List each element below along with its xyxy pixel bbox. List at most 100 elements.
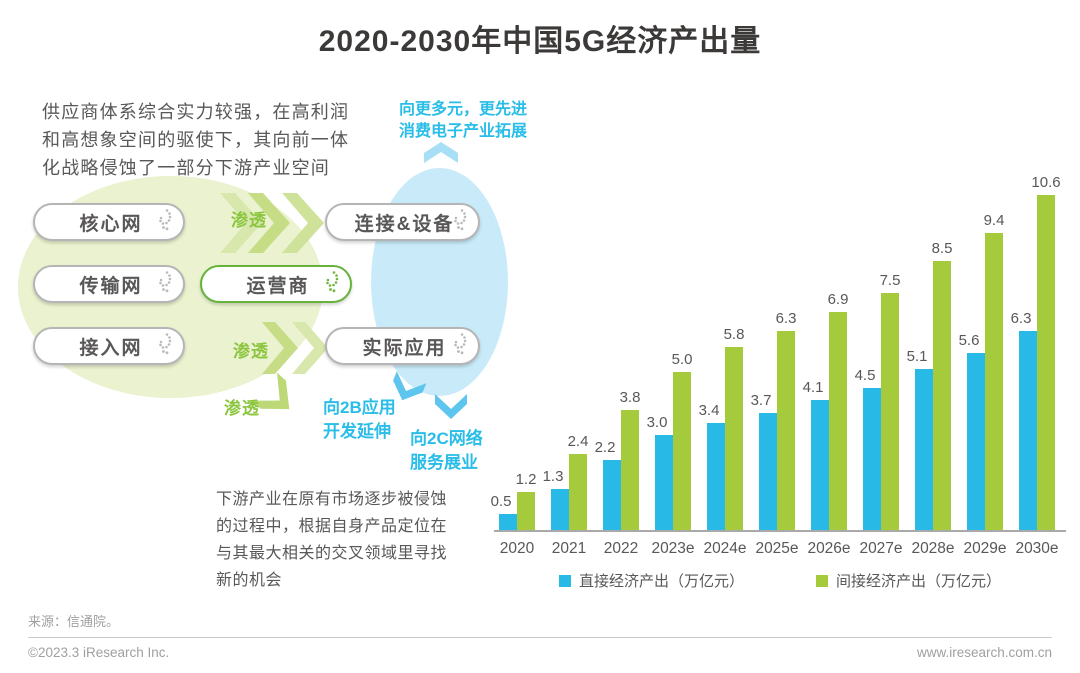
bar-wrap: 6.3 [1011, 310, 1037, 530]
bar-wrap: 6.3 [776, 310, 796, 530]
bar-wrap: 4.5 [855, 367, 881, 530]
legend-item: 间接经济产出（万亿元） [816, 570, 1001, 591]
direct-output-bar [967, 353, 985, 530]
dotted-swirl-icon [451, 209, 467, 236]
bar-value-label: 3.7 [750, 392, 772, 409]
legend-item: 直接经济产出（万亿元） [558, 570, 744, 591]
down-chevron-right-icon [435, 394, 467, 424]
pill-access-network: 接入网 [33, 327, 185, 365]
to-2c-line1: 向2C网络 [410, 429, 483, 448]
bar-wrap: 3.4 [699, 402, 725, 530]
bar-group: 4.1 6.9 2026e [803, 291, 851, 557]
dotted-swirl-icon [451, 333, 467, 360]
legend-label: 直接经济产出（万亿元） [578, 573, 744, 590]
bar-wrap: 9.4 [984, 212, 1004, 530]
bar-group: 1.3 2.4 2021 [543, 433, 589, 557]
page-title: 2020-2030年中国5G经济产出量 [318, 25, 762, 58]
bar-value-label: 5.0 [671, 351, 693, 368]
dotted-swirl-icon [156, 333, 172, 360]
x-axis-tick: 2026e [807, 540, 851, 557]
indirect-output-bar [881, 293, 899, 530]
legend-label: 间接经济产出（万亿元） [836, 573, 1002, 590]
bar-group: 2.2 3.8 2022 [595, 389, 641, 557]
pill-core-network-label: 核心网 [79, 213, 143, 235]
down-chevron-left-icon [386, 371, 427, 411]
to-2b-line2: 开发延伸 [323, 422, 391, 441]
bar-wrap: 7.5 [880, 272, 900, 530]
bar-group: 3.0 5.0 2023e [647, 351, 695, 557]
direct-output-bar [499, 514, 517, 530]
bar-group: 3.7 6.3 2025e [751, 310, 799, 557]
bar-value-label: 1.3 [542, 468, 564, 485]
bar-value-label: 6.3 [1010, 310, 1032, 327]
pill-access-network-label: 接入网 [79, 337, 143, 359]
bar-value-label: 8.5 [931, 240, 953, 257]
bar-wrap: 8.5 [932, 240, 952, 530]
bar-wrap: 5.1 [907, 348, 933, 530]
bar-group: 5.6 9.4 2029e [959, 212, 1007, 557]
bar-value-label: 5.1 [906, 348, 928, 365]
up-chevron-icon [424, 142, 458, 168]
bar-value-label: 5.6 [958, 332, 980, 349]
direct-output-bar [707, 423, 725, 530]
pill-connection-equipment-label: 连接&设备 [354, 213, 455, 235]
to-2c-note: 向2C网络 服务展业 [410, 427, 483, 475]
indirect-output-bar [725, 347, 743, 530]
bar-chart: 0.5 1.2 2020 1.3 2.4 2021 2.2 3.8 2022 3.0 5.0 2023… [491, 160, 1061, 557]
penetration-chevrons-top-icon [220, 192, 332, 259]
indirect-output-bar [933, 261, 951, 530]
downstream-note-text: 下游产业在原有市场逐步被侵蚀的过程中，根据自身产品定位在与其最大相关的交叉领域里… [216, 491, 448, 589]
x-axis-tick: 2027e [859, 540, 903, 557]
consumer-expansion-line1: 向更多元，更先进 [399, 101, 528, 118]
x-axis-tick: 2023e [651, 540, 695, 557]
dotted-swirl-icon [323, 271, 339, 298]
penetration-chevron-bottom-icon [248, 372, 304, 428]
bar-wrap: 3.0 [647, 414, 673, 530]
penetrate-label-top: 渗透 [231, 211, 267, 230]
chart-legend: 直接经济产出（万亿元） 间接经济产出（万亿元） [497, 570, 1063, 591]
pill-operator-label: 运营商 [246, 275, 310, 297]
x-axis-tick: 2024e [703, 540, 747, 557]
x-axis-tick: 2021 [551, 540, 587, 557]
supplier-note-text: 供应商体系综合实力较强，在高利润和高想象空间的驱使下，其向前一体化战略侵蚀了一部… [42, 102, 350, 178]
indirect-output-bar [777, 331, 795, 530]
indirect-output-bar [517, 492, 535, 530]
pill-actual-application-label: 实际应用 [362, 337, 447, 359]
bar-group: 6.3 10.6 2030e [1011, 174, 1061, 557]
x-axis-tick: 2020 [499, 540, 535, 557]
x-axis-line [494, 530, 1066, 532]
penetration-chevrons-mid-icon [262, 322, 334, 379]
bar-value-label: 3.8 [619, 389, 641, 406]
dotted-swirl-icon [156, 271, 172, 298]
direct-output-bar [551, 489, 569, 530]
indirect-output-bar [621, 410, 639, 530]
indirect-output-bar [673, 372, 691, 530]
pill-actual-application: 实际应用 [325, 327, 480, 365]
website-text: www.iresearch.com.cn [916, 645, 1052, 660]
bar-group: 3.4 5.8 2024e [699, 326, 747, 557]
bar-group: 5.1 8.5 2028e [907, 240, 955, 557]
bar-value-label: 6.9 [827, 291, 849, 308]
bar-wrap: 5.8 [724, 326, 744, 530]
pill-core-network: 核心网 [33, 203, 185, 241]
x-axis-tick: 2029e [963, 540, 1007, 557]
pill-operator: 运营商 [200, 265, 352, 303]
bar-group: 4.5 7.5 2027e [855, 272, 903, 557]
legend-swatch [558, 574, 571, 587]
direct-output-bar [759, 413, 777, 530]
to-2b-note: 向2B应用 开发延伸 [323, 396, 396, 444]
to-2c-line2: 服务展业 [410, 453, 478, 472]
bar-value-label: 0.5 [490, 493, 512, 510]
pill-transport-network: 传输网 [33, 265, 185, 303]
penetrate-label-mid: 渗透 [233, 342, 269, 361]
consumer-expansion-note: 向更多元，更先进 消费电子产业拓展 [399, 99, 527, 143]
to-2b-line1: 向2B应用 [323, 398, 396, 417]
pill-transport-network-label: 传输网 [79, 275, 143, 297]
direct-output-bar [863, 388, 881, 530]
legend-swatch [816, 574, 828, 587]
bar-wrap: 5.0 [672, 351, 692, 530]
bar-wrap: 1.2 [516, 471, 536, 530]
bar-value-label: 6.3 [775, 310, 797, 327]
indirect-output-bar [829, 312, 847, 530]
